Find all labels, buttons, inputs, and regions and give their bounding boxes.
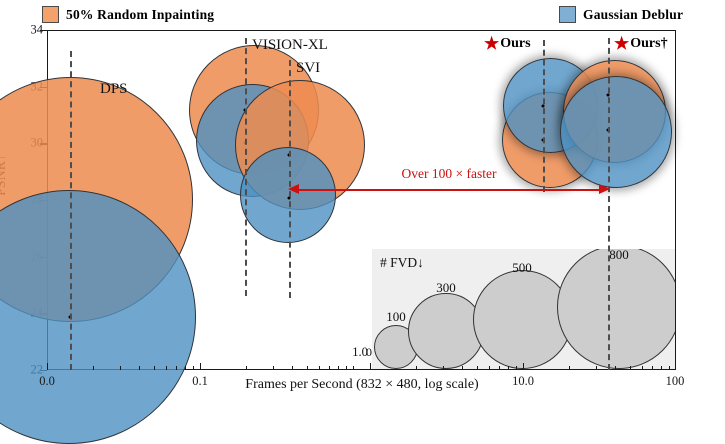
arrow-head-right-icon [599, 184, 610, 194]
x-minor-tickmark [319, 366, 321, 370]
x-minor-tickmark [652, 366, 654, 370]
fvd-circle-300 [408, 293, 484, 369]
speed-annotation-arrow [288, 184, 610, 194]
guideline-ours-dagger [608, 38, 610, 370]
x-minor-tickmark [139, 366, 141, 370]
x-tick-0: 0.0 [39, 374, 55, 388]
label-ours-text: Ours [500, 35, 531, 51]
guideline-svi [289, 60, 291, 298]
label-ours-dagger: ★ Ours† [614, 35, 668, 52]
x-minor-tickmark [307, 366, 309, 370]
legend-label-deblur: Gaussian Deblur [583, 6, 684, 22]
guideline-ours [543, 40, 545, 192]
x-minor-tickmark [185, 366, 187, 370]
x-minor-tickmark [166, 366, 168, 370]
x-minor-tickmark [642, 366, 644, 370]
x-minor-tickmark [176, 366, 178, 370]
x-tickmark [523, 363, 525, 370]
label-dps: DPS [100, 81, 128, 97]
label-ours-dagger-text: Ours† [630, 35, 668, 51]
x-minor-tickmark [489, 366, 491, 370]
speed-annotation-text: Over 100 × faster [401, 166, 497, 181]
fvd-label-500: 500 [512, 260, 532, 275]
legend-item-deblur: Gaussian Deblur [559, 6, 683, 23]
x-minor-tickmark [569, 366, 571, 370]
arrow-head-left-icon [288, 184, 299, 194]
x-minor-tickmark [120, 366, 122, 370]
label-svi: SVI [296, 60, 321, 76]
x-tick-0-1: 0.1 [192, 374, 208, 388]
fvd-label-100: 100 [386, 309, 406, 324]
fvd-zero-label: 0 [366, 345, 372, 359]
guideline-visionxl [245, 38, 247, 296]
fvd-legend-title: # FVD↓ [380, 255, 424, 270]
fvd-label-300: 300 [436, 280, 456, 295]
label-visionxl: VISION-XL [252, 37, 328, 53]
bubble-ours-dagger-deblur [560, 76, 672, 188]
fvd-size-legend: # FVD↓ 100 300 500 800 [372, 249, 675, 369]
x-minor-tickmark [93, 366, 95, 370]
x-minor-tickmark [329, 366, 331, 370]
y-tickmark [40, 30, 47, 32]
x-minor-tickmark [516, 366, 518, 370]
x-minor-tickmark [615, 366, 617, 370]
x-minor-tickmark [338, 366, 340, 370]
x-tickmark [370, 363, 372, 370]
x-minor-tickmark [443, 366, 445, 370]
bubble-svi-deblur [240, 147, 336, 243]
x-minor-tickmark [462, 366, 464, 370]
label-ours: ★ Ours [484, 35, 531, 52]
x-minor-tickmark [154, 366, 156, 370]
legend-label-inpainting: 50% Random Inpainting [66, 6, 215, 22]
x-minor-tickmark [292, 366, 294, 370]
x-minor-tickmark [499, 366, 501, 370]
x-minor-tickmark [630, 366, 632, 370]
x-minor-tickmark [273, 366, 275, 370]
fvd-circle-800 [557, 249, 675, 369]
fvd-circle-500 [473, 270, 572, 369]
x-minor-tickmark [346, 366, 348, 370]
x-minor-tickmark [416, 366, 418, 370]
legend-swatch-deblur [559, 6, 576, 23]
guideline-dps [70, 51, 72, 370]
legend-swatch-inpainting [42, 6, 59, 23]
x-minor-tickmark [661, 366, 663, 370]
y-tick-34: 34 [30, 22, 44, 37]
x-tickmark [200, 363, 202, 370]
x-tick-1-0: 1.0 [352, 345, 368, 359]
x-tickmark [47, 363, 49, 370]
x-tick-10: 10.0 [512, 374, 534, 388]
x-tickmark [675, 363, 677, 370]
figure-root: 50% Random Inpainting Gaussian Deblur 22… [0, 6, 685, 444]
x-minor-tickmark [596, 366, 598, 370]
x-tick-100: 100 [665, 374, 685, 388]
legend-item-inpainting: 50% Random Inpainting [42, 6, 214, 23]
fvd-label-800: 800 [609, 249, 629, 262]
x-minor-tickmark [193, 366, 195, 370]
x-minor-tickmark [508, 366, 510, 370]
x-minor-tickmark [246, 366, 248, 370]
arrow-shaft [297, 189, 601, 191]
x-minor-tickmark [353, 366, 355, 370]
x-axis-label: Frames per Second (832 × 480, log scale) [245, 377, 479, 392]
star-icon: ★ [484, 34, 500, 53]
star-icon: ★ [614, 34, 630, 53]
x-minor-tickmark [669, 366, 671, 370]
x-minor-tickmark [477, 366, 479, 370]
